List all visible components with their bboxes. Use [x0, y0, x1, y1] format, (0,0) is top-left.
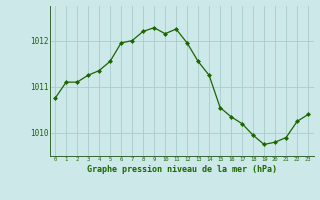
X-axis label: Graphe pression niveau de la mer (hPa): Graphe pression niveau de la mer (hPa) [87, 165, 276, 174]
